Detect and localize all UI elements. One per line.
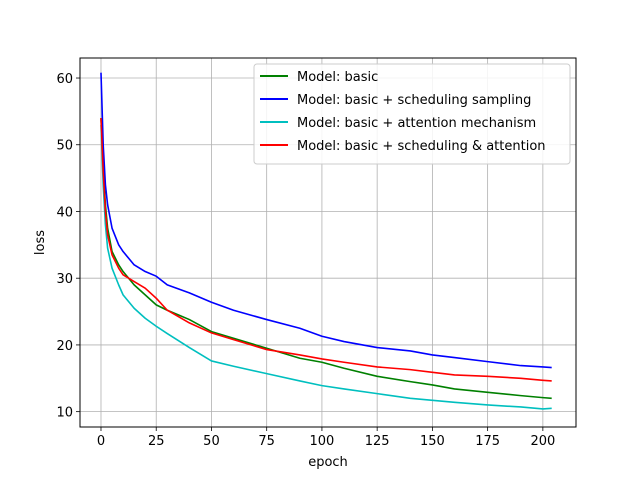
x-tick-label: 125 [365,434,390,449]
series-line-1 [100,118,552,400]
legend-box [253,63,571,165]
y-tick-label: 50 [56,139,73,154]
legend-entry-label: Model: basic + scheduling & attention [297,139,546,154]
x-tick-label: 150 [420,434,445,449]
legend-entry-label: Model: basic + attention mechanism [297,116,536,131]
x-tick-label: 0 [97,434,105,449]
series-line-4 [100,118,552,382]
series-line-3 [100,124,552,410]
y-tick-label: 60 [56,72,73,87]
y-axis-label: loss [33,230,48,255]
x-tick-label: 175 [475,434,500,449]
y-tick-label: 30 [56,272,73,287]
y-tick-label: 10 [56,406,73,421]
series-line-2 [100,72,552,369]
y-tick-label: 40 [56,205,73,220]
legend-entry-label: Model: basic [297,70,378,85]
x-axis-label: epoch [308,455,348,470]
legend-entry-label: Model: basic + scheduling sampling [297,93,531,108]
x-tick-label: 200 [530,434,555,449]
axis-ticks: 0 25 50 75 100 125 150 175 200 10 20 30 40 50 60 [56,72,555,449]
plot-frame [79,57,577,428]
y-tick-label: 20 [56,339,73,354]
x-tick-label: 100 [310,434,335,449]
x-tick-label: 50 [203,434,220,449]
x-tick-label: 25 [148,434,165,449]
legend: Model: basic Model: basic + scheduling sa… [253,63,571,165]
series-lines [100,72,552,410]
x-tick-label: 75 [258,434,275,449]
